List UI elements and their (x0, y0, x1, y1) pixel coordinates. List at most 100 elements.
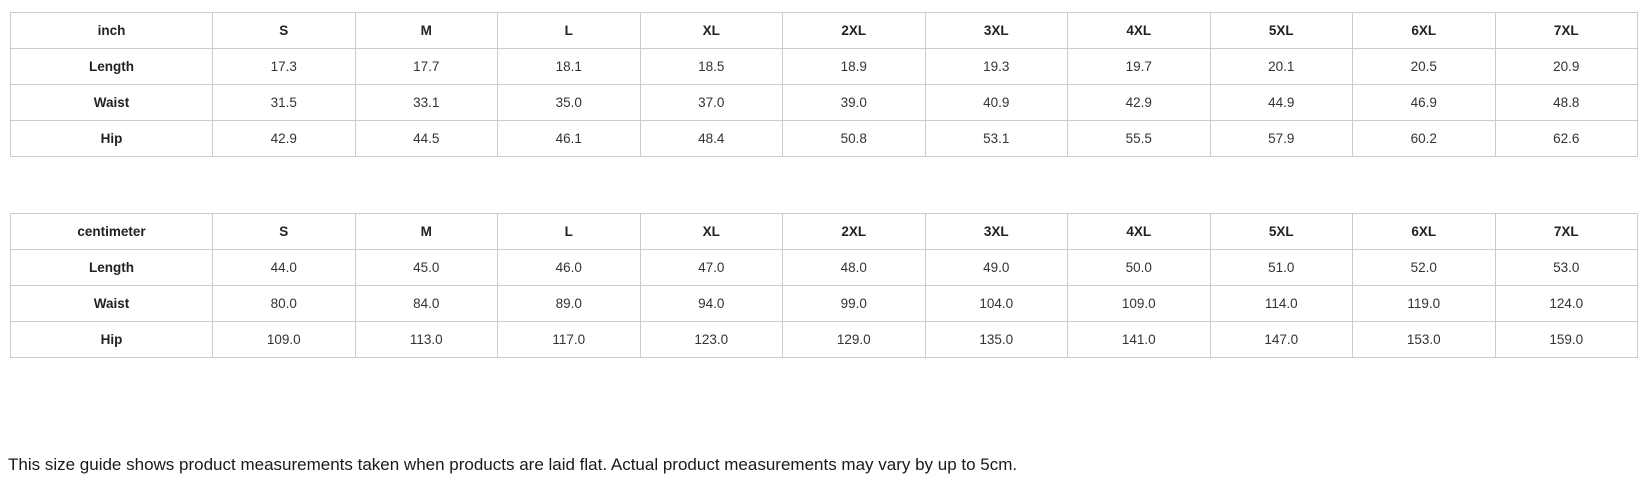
table-row: Waist 80.0 84.0 89.0 94.0 99.0 104.0 109.0 114.0… (10, 285, 1638, 322)
size-header-cell: 4XL (1067, 12, 1211, 49)
measurement-value-cell: 119.0 (1352, 285, 1496, 322)
measurement-value-cell: 44.0 (212, 249, 356, 286)
measurement-value-cell: 80.0 (212, 285, 356, 322)
measurement-value-cell: 48.0 (782, 249, 926, 286)
size-header-cell: 7XL (1494, 213, 1638, 250)
size-header-cell: 6XL (1352, 213, 1496, 250)
table-row: Hip 42.9 44.5 46.1 48.4 50.8 53.1 55.5 57.9 60.2 6… (10, 120, 1638, 157)
measurement-value-cell: 44.5 (354, 120, 498, 157)
measurement-value-cell: 17.7 (354, 48, 498, 85)
measurement-value-cell: 57.9 (1209, 120, 1353, 157)
size-guide-note: This size guide shows product measuremen… (8, 455, 1018, 474)
measurement-value-cell: 45.0 (354, 249, 498, 286)
measurement-label-cell: Hip (10, 120, 213, 157)
measurement-value-cell: 17.3 (212, 48, 356, 85)
measurement-value-cell: 47.0 (639, 249, 783, 286)
measurement-value-cell: 19.7 (1067, 48, 1211, 85)
measurement-value-cell: 141.0 (1067, 321, 1211, 358)
measurement-value-cell: 20.1 (1209, 48, 1353, 85)
size-header-cell: S (212, 12, 356, 49)
measurement-value-cell: 135.0 (924, 321, 1068, 358)
measurement-label-cell: Length (10, 48, 213, 85)
measurement-value-cell: 35.0 (497, 84, 641, 121)
measurement-value-cell: 49.0 (924, 249, 1068, 286)
measurement-value-cell: 113.0 (354, 321, 498, 358)
size-table-centimeter: centimeter S M L XL 2XL 3XL 4XL 5XL 6XL 7XL Length… (10, 213, 1638, 358)
measurement-value-cell: 129.0 (782, 321, 926, 358)
table-header-row: inch S M L XL 2XL 3XL 4XL 5XL 6XL 7XL (10, 12, 1638, 49)
measurement-value-cell: 46.1 (497, 120, 641, 157)
measurement-value-cell: 33.1 (354, 84, 498, 121)
measurement-value-cell: 53.0 (1494, 249, 1638, 286)
measurement-value-cell: 48.4 (639, 120, 783, 157)
measurement-value-cell: 117.0 (497, 321, 641, 358)
measurement-value-cell: 89.0 (497, 285, 641, 322)
measurement-value-cell: 114.0 (1209, 285, 1353, 322)
size-header-cell: XL (639, 213, 783, 250)
measurement-value-cell: 62.6 (1494, 120, 1638, 157)
measurement-value-cell: 48.8 (1494, 84, 1638, 121)
unit-header-cell: inch (10, 12, 213, 49)
measurement-value-cell: 52.0 (1352, 249, 1496, 286)
table-row: Waist 31.5 33.1 35.0 37.0 39.0 40.9 42.9 44.9 46.… (10, 84, 1638, 121)
measurement-value-cell: 60.2 (1352, 120, 1496, 157)
size-header-cell: L (497, 213, 641, 250)
measurement-value-cell: 153.0 (1352, 321, 1496, 358)
measurement-label-cell: Length (10, 249, 213, 286)
measurement-value-cell: 55.5 (1067, 120, 1211, 157)
unit-header-cell: centimeter (10, 213, 213, 250)
size-header-cell: M (354, 12, 498, 49)
measurement-value-cell: 84.0 (354, 285, 498, 322)
size-header-cell: 2XL (782, 213, 926, 250)
measurement-value-cell: 109.0 (1067, 285, 1211, 322)
measurement-value-cell: 123.0 (639, 321, 783, 358)
measurement-value-cell: 18.1 (497, 48, 641, 85)
measurement-value-cell: 19.3 (924, 48, 1068, 85)
size-header-cell: 7XL (1494, 12, 1638, 49)
size-table-inch: inch S M L XL 2XL 3XL 4XL 5XL 6XL 7XL Length 17.3 17… (10, 12, 1638, 157)
size-header-cell: 6XL (1352, 12, 1496, 49)
measurement-value-cell: 18.5 (639, 48, 783, 85)
size-header-cell: XL (639, 12, 783, 49)
size-header-cell: M (354, 213, 498, 250)
size-header-cell: 5XL (1209, 12, 1353, 49)
measurement-value-cell: 37.0 (639, 84, 783, 121)
measurement-value-cell: 31.5 (212, 84, 356, 121)
measurement-value-cell: 53.1 (924, 120, 1068, 157)
table-row: Length 44.0 45.0 46.0 47.0 48.0 49.0 50.0 51.0 52… (10, 249, 1638, 286)
measurement-value-cell: 50.0 (1067, 249, 1211, 286)
table-row: Hip 109.0 113.0 117.0 123.0 129.0 135.0 141.0 14… (10, 321, 1638, 358)
measurement-value-cell: 39.0 (782, 84, 926, 121)
measurement-value-cell: 109.0 (212, 321, 356, 358)
measurement-value-cell: 18.9 (782, 48, 926, 85)
measurement-value-cell: 159.0 (1494, 321, 1638, 358)
table-row: Length 17.3 17.7 18.1 18.5 18.9 19.3 19.7 20.1 20… (10, 48, 1638, 85)
size-header-cell: 5XL (1209, 213, 1353, 250)
measurement-label-cell: Waist (10, 285, 213, 322)
measurement-value-cell: 104.0 (924, 285, 1068, 322)
measurement-value-cell: 124.0 (1494, 285, 1638, 322)
size-header-cell: 4XL (1067, 213, 1211, 250)
size-header-cell: 2XL (782, 12, 926, 49)
size-header-cell: 3XL (924, 12, 1068, 49)
measurement-value-cell: 51.0 (1209, 249, 1353, 286)
measurement-value-cell: 46.0 (497, 249, 641, 286)
measurement-value-cell: 42.9 (1067, 84, 1211, 121)
measurement-value-cell: 147.0 (1209, 321, 1353, 358)
measurement-value-cell: 94.0 (639, 285, 783, 322)
size-header-cell: L (497, 12, 641, 49)
measurement-value-cell: 44.9 (1209, 84, 1353, 121)
measurement-label-cell: Hip (10, 321, 213, 358)
measurement-value-cell: 50.8 (782, 120, 926, 157)
measurement-value-cell: 20.5 (1352, 48, 1496, 85)
measurement-value-cell: 42.9 (212, 120, 356, 157)
measurement-value-cell: 46.9 (1352, 84, 1496, 121)
measurement-label-cell: Waist (10, 84, 213, 121)
table-header-row: centimeter S M L XL 2XL 3XL 4XL 5XL 6XL 7XL (10, 213, 1638, 250)
measurement-value-cell: 40.9 (924, 84, 1068, 121)
measurement-value-cell: 99.0 (782, 285, 926, 322)
size-header-cell: S (212, 213, 356, 250)
size-header-cell: 3XL (924, 213, 1068, 250)
measurement-value-cell: 20.9 (1494, 48, 1638, 85)
